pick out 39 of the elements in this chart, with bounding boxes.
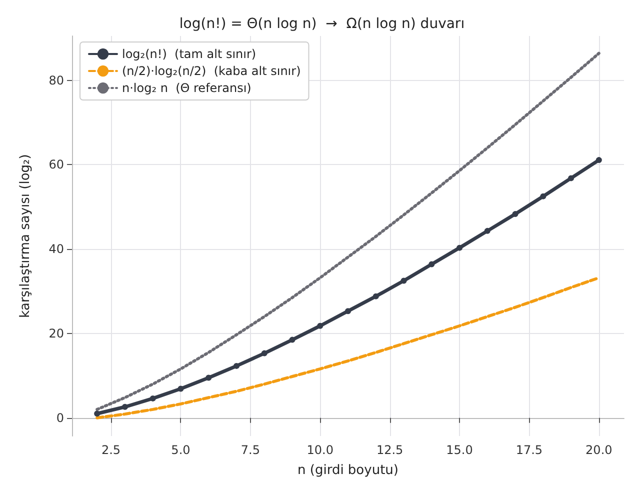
point [345, 308, 351, 314]
legend-label: n·log₂ n (Θ referansı) [122, 81, 252, 95]
legend-label: (n/2)·log₂(n/2) (kaba alt sınır) [122, 64, 301, 78]
point [233, 362, 240, 369]
x-tick-label: 2.5 [101, 443, 121, 457]
x-axis-title: n (girdi boyutu) [298, 463, 398, 478]
point [261, 350, 268, 356]
point [428, 261, 435, 268]
point [512, 211, 518, 218]
x-tick-label: 5.0 [171, 443, 190, 457]
x-tick-label: 20.0 [586, 443, 612, 457]
y-tick-label: 40 [48, 242, 64, 256]
point [178, 386, 184, 392]
x-tick-label: 10.0 [306, 443, 334, 457]
line-series [96, 276, 600, 420]
point [400, 278, 407, 284]
point [122, 404, 128, 410]
legend-label: log₂(n!) (tam alt sınır) [122, 47, 256, 61]
x-tick-label: 12.5 [376, 443, 404, 457]
y-tick-label: 60 [48, 158, 64, 172]
point [456, 244, 463, 251]
chart-title: log(n!) = Θ(n log n) → Ω(n log n) duvarı [179, 16, 465, 32]
point [596, 157, 602, 164]
y-tick-label: 0 [56, 410, 64, 425]
x-tick-label: 7.5 [240, 443, 260, 457]
point [150, 395, 156, 402]
point [372, 293, 379, 300]
y-tick-label: 80 [48, 73, 64, 88]
point [289, 336, 296, 343]
point [568, 175, 574, 182]
x-tick-label: 17.5 [516, 443, 543, 457]
y-axis-title: karşılaştırma sayısı (log₂) [18, 154, 33, 318]
point [540, 193, 546, 200]
point [317, 322, 324, 329]
point [206, 374, 212, 381]
point [484, 228, 490, 234]
x-tick-label: 15.0 [446, 443, 473, 457]
y-tick-label: 20 [48, 326, 64, 340]
point [94, 410, 100, 417]
